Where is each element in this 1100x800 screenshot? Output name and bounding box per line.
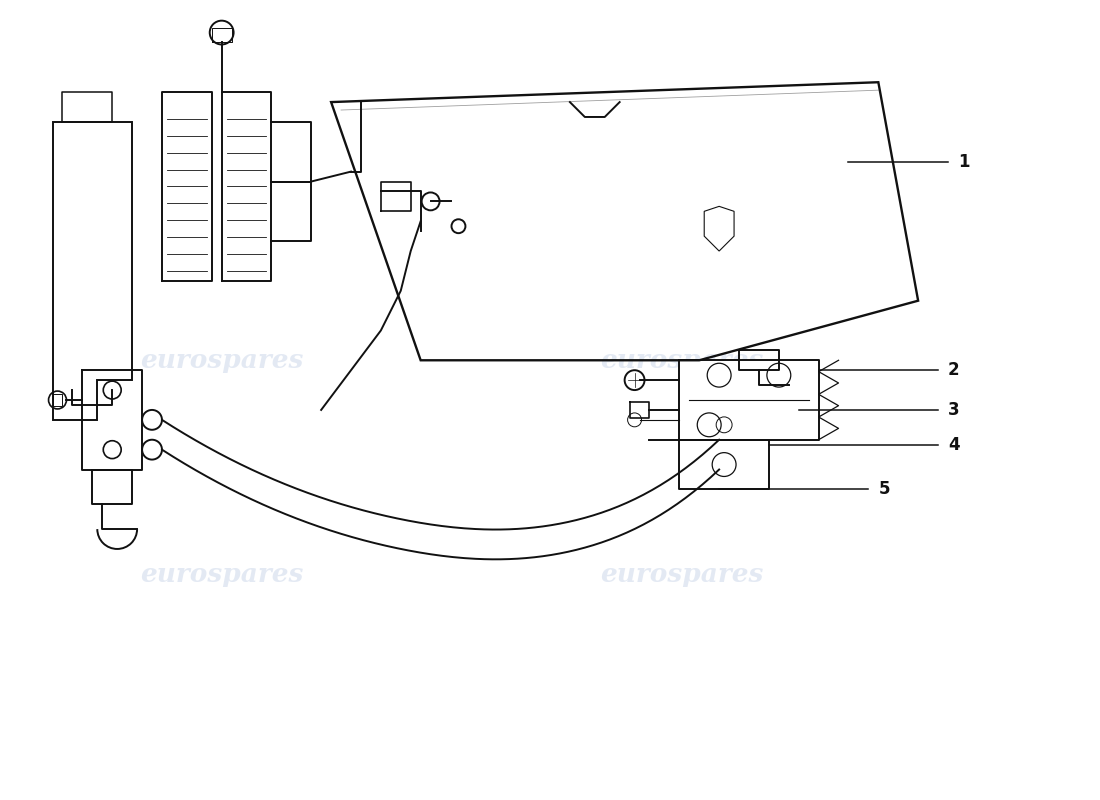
Text: 3: 3 (948, 401, 959, 419)
Text: 4: 4 (948, 436, 959, 454)
Text: eurospares: eurospares (140, 348, 304, 373)
Text: 5: 5 (878, 480, 890, 498)
Polygon shape (53, 122, 132, 420)
Text: 1: 1 (958, 153, 969, 170)
Text: eurospares: eurospares (600, 562, 763, 587)
Text: eurospares: eurospares (140, 562, 304, 587)
Text: 2: 2 (948, 362, 959, 379)
Polygon shape (680, 360, 818, 440)
Polygon shape (680, 440, 769, 490)
Text: eurospares: eurospares (600, 348, 763, 373)
Polygon shape (82, 370, 142, 470)
